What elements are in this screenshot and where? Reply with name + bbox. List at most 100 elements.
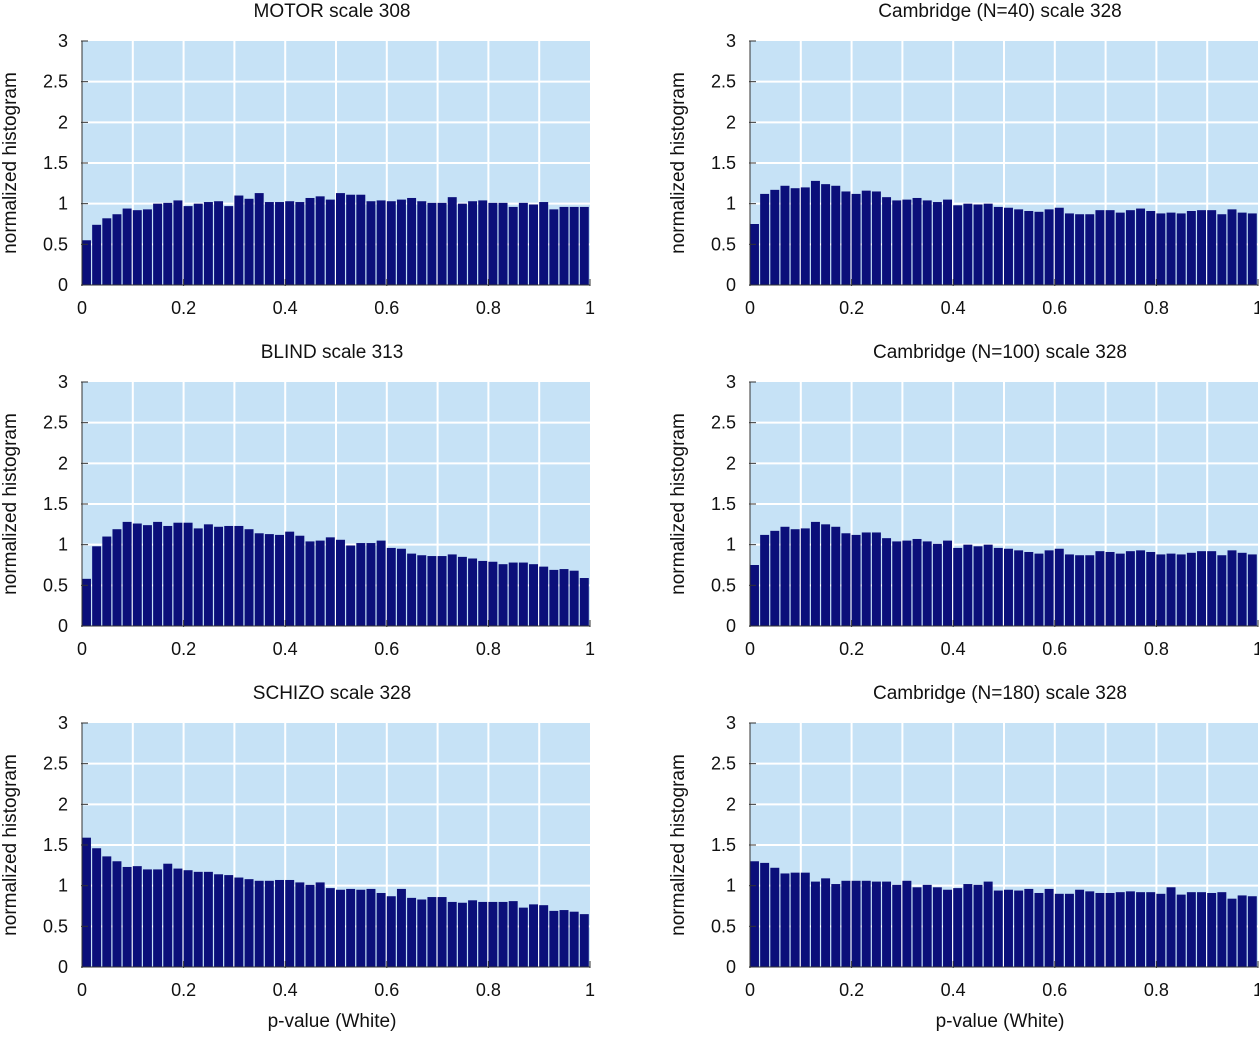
histogram-bar xyxy=(407,197,417,285)
histogram-bar xyxy=(488,202,498,285)
chart-title: SCHIZO scale 328 xyxy=(253,683,411,704)
x-tick-label: 0.2 xyxy=(171,980,196,1000)
histogram-bar xyxy=(122,866,132,967)
x-tick-label: 0 xyxy=(745,298,755,318)
histogram-bar xyxy=(407,553,417,626)
histogram-bar xyxy=(336,889,345,967)
x-tick-label: 0 xyxy=(77,298,87,318)
histogram-bar xyxy=(871,881,881,967)
histogram-bar xyxy=(386,896,396,967)
histogram-bar xyxy=(407,897,417,967)
histogram-bar xyxy=(780,873,790,967)
histogram-bar xyxy=(163,202,173,285)
histogram-bar xyxy=(800,187,810,285)
histogram-bar xyxy=(244,529,254,626)
histogram-bar xyxy=(82,578,91,626)
histogram-bar xyxy=(1136,208,1146,285)
histogram-bar xyxy=(1054,207,1064,285)
histogram-bar xyxy=(478,901,488,967)
y-axis-label: normalized histogram xyxy=(668,754,689,936)
histogram-bar xyxy=(539,566,549,626)
histogram-bar xyxy=(760,534,770,626)
histogram-bar xyxy=(203,202,213,285)
histogram-bar xyxy=(912,197,922,285)
histogram-bar xyxy=(851,193,861,285)
y-tick-label: 2.5 xyxy=(43,754,68,774)
histogram-bar xyxy=(549,569,559,626)
histogram-bar xyxy=(285,531,295,626)
histogram-bar xyxy=(1146,892,1156,967)
histogram-bar xyxy=(529,904,538,967)
histogram-bar xyxy=(1227,898,1237,967)
x-tick-label: 0.8 xyxy=(1144,980,1169,1000)
histogram-bar xyxy=(1136,892,1146,967)
histogram-bar xyxy=(770,189,780,285)
histogram-bar xyxy=(234,877,244,967)
histogram-bar xyxy=(82,837,91,967)
histogram-bar xyxy=(569,206,579,285)
y-tick-label: 0 xyxy=(726,957,736,977)
histogram-bar xyxy=(1186,552,1196,626)
histogram-bar xyxy=(102,218,112,285)
histogram-bar xyxy=(1156,893,1166,967)
histogram-bar xyxy=(1085,214,1095,285)
histogram-bar xyxy=(912,887,922,967)
y-tick-label: 0.5 xyxy=(711,575,736,595)
y-tick-label: 2.5 xyxy=(43,413,68,433)
histogram-bar xyxy=(295,202,305,285)
y-axis-label: normalized histogram xyxy=(0,72,21,254)
y-tick-label: 2 xyxy=(726,112,736,132)
histogram-bar xyxy=(831,185,841,285)
histogram-bar xyxy=(932,543,942,626)
histogram-bar xyxy=(1217,555,1227,626)
histogram-bar xyxy=(1136,550,1146,626)
y-tick-label: 0.5 xyxy=(711,916,736,936)
histogram-bar xyxy=(457,902,467,967)
histogram-bar xyxy=(468,900,478,967)
x-tick-label: 1 xyxy=(1253,298,1259,318)
y-tick-label: 2 xyxy=(726,794,736,814)
histogram-bar xyxy=(871,532,881,626)
histogram-bar xyxy=(193,871,203,967)
histogram-bar xyxy=(1207,892,1217,967)
x-tick-label: 0 xyxy=(745,639,755,659)
y-tick-label: 2 xyxy=(58,794,68,814)
histogram-bar xyxy=(1004,207,1013,285)
x-tick-label: 0.8 xyxy=(476,298,501,318)
x-tick-label: 0.8 xyxy=(1144,639,1169,659)
histogram-bar xyxy=(892,541,902,626)
histogram-bar xyxy=(750,861,759,967)
histogram-bar xyxy=(285,879,295,967)
histogram-bar xyxy=(800,528,810,626)
histogram-bar xyxy=(1247,213,1257,285)
histogram-bar xyxy=(244,879,254,967)
histogram-bar xyxy=(275,534,284,626)
x-tick-label: 0.4 xyxy=(941,639,966,659)
histogram-bar xyxy=(1024,888,1034,967)
histogram-bar xyxy=(579,914,589,967)
histogram-bar xyxy=(386,547,396,626)
histogram-bar xyxy=(498,564,508,626)
histogram-bar xyxy=(376,892,386,967)
histogram-bar xyxy=(1014,550,1024,626)
histogram-bar xyxy=(92,546,102,626)
x-tick-label: 0.6 xyxy=(374,980,399,1000)
histogram-bar xyxy=(193,203,203,285)
histogram-bar xyxy=(376,200,386,285)
histogram-bar xyxy=(153,521,163,626)
histogram-bar xyxy=(760,862,770,967)
histogram-bar xyxy=(325,199,335,285)
x-tick-label: 0.8 xyxy=(476,980,501,1000)
histogram-panel-3: 0 0.5 1 1.5 2 2.5 3 0 0.2 0.4 0.6 0.8 1 BLIND scale 3… xyxy=(0,342,595,659)
histogram-bar xyxy=(396,888,406,967)
y-tick-label: 1.5 xyxy=(43,153,68,173)
x-tick-label: 0.8 xyxy=(476,639,501,659)
histogram-bar xyxy=(295,882,305,967)
histogram-bar xyxy=(831,526,841,626)
histogram-bar xyxy=(356,543,366,626)
histogram-bar xyxy=(750,224,759,285)
histogram-bar xyxy=(427,202,437,285)
y-axis-label: normalized histogram xyxy=(0,754,21,936)
x-tick-label: 0.8 xyxy=(1144,298,1169,318)
